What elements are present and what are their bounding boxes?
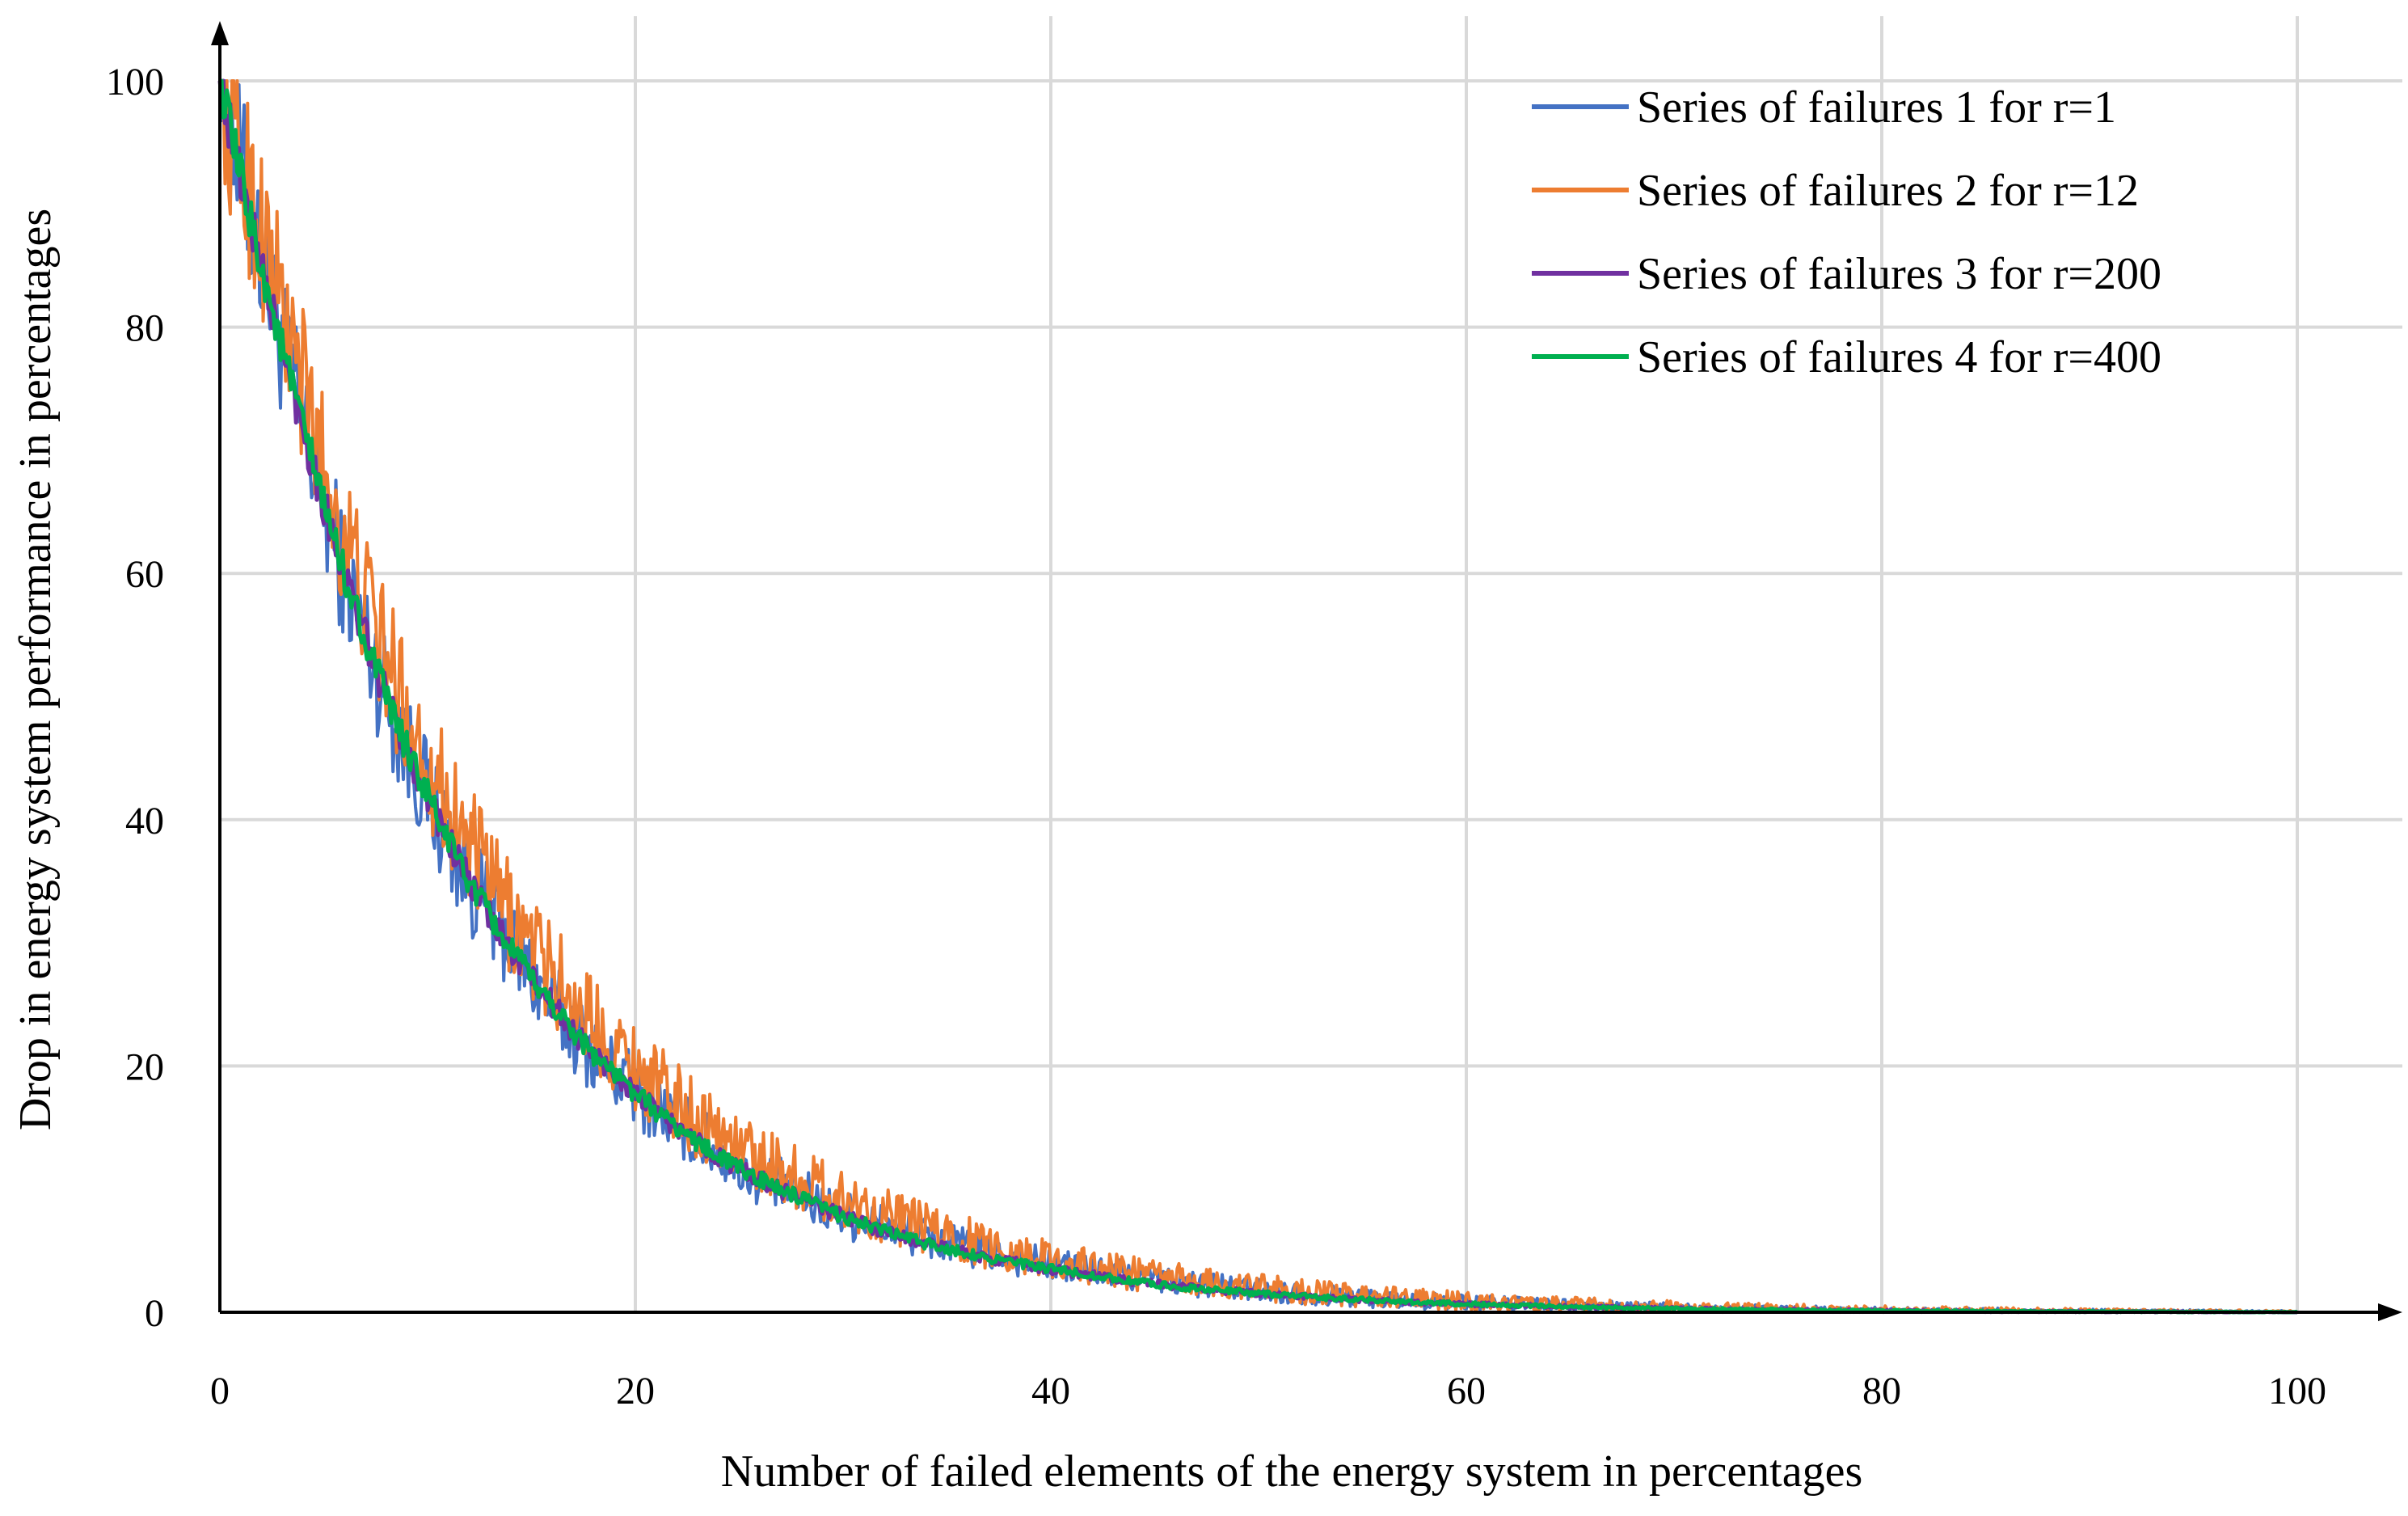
x-axis-arrow-icon (2378, 1303, 2402, 1321)
legend-label-1: Series of failures 1 for r=1 (1637, 82, 2116, 133)
x-tick-label: 40 (1031, 1370, 1070, 1413)
axes (211, 21, 2402, 1321)
tick-labels: 0 20 40 60 80 100 0 20 40 60 80 100 (106, 61, 2326, 1413)
legend-label-4: Series of failures 4 for r=400 (1637, 332, 2161, 382)
y-tick-label: 80 (125, 307, 164, 350)
legend-label-2: Series of failures 2 for r=12 (1637, 166, 2139, 216)
x-tick-label: 20 (616, 1370, 655, 1413)
legend: Series of failures 1 for r=1 Series of fa… (1532, 82, 2161, 382)
x-tick-label: 80 (1862, 1370, 1901, 1413)
x-tick-label: 0 (210, 1370, 230, 1413)
y-tick-label: 40 (125, 800, 164, 842)
y-axis-arrow-icon (211, 21, 229, 45)
x-tick-label: 60 (1447, 1370, 1486, 1413)
grid (220, 16, 2402, 1312)
legend-label-3: Series of failures 3 for r=200 (1637, 249, 2161, 299)
y-tick-label: 100 (106, 61, 164, 103)
y-tick-label: 0 (145, 1292, 164, 1335)
x-axis-title: Number of failed elements of the energy … (721, 1446, 1862, 1497)
y-tick-label: 60 (125, 553, 164, 596)
y-axis-title: Drop in energy system performance in per… (11, 209, 61, 1130)
x-tick-label: 100 (2268, 1370, 2326, 1413)
y-tick-label: 20 (125, 1045, 164, 1088)
